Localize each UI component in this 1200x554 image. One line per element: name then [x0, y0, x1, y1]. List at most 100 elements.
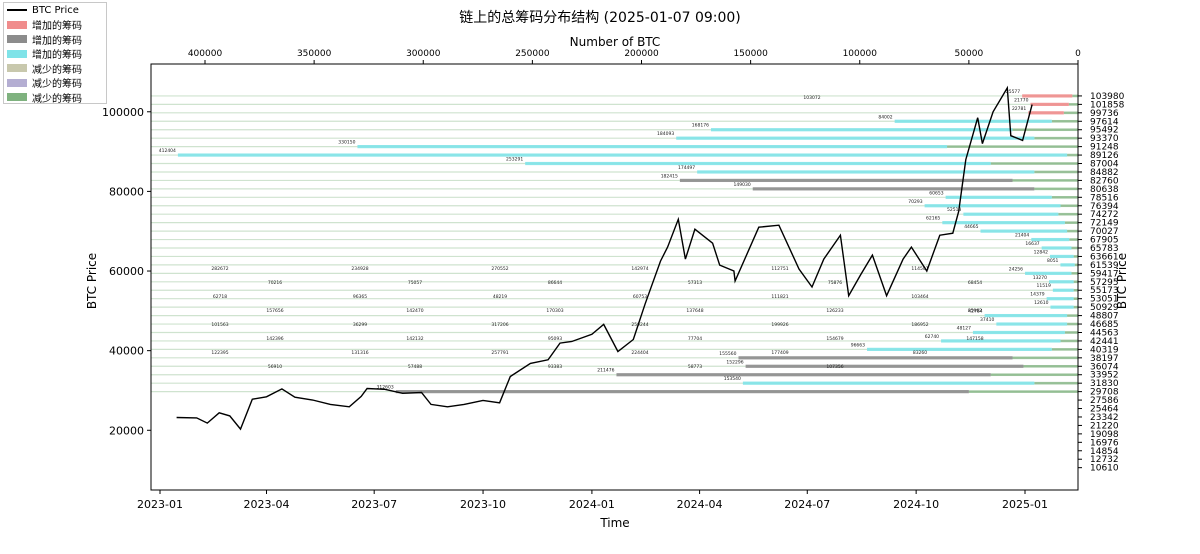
added-bar: [742, 381, 1035, 385]
annotation-label: 77704: [688, 336, 702, 342]
top-axis-label: Number of BTC: [570, 35, 661, 49]
right-tick-label: 65783: [1090, 244, 1119, 254]
right-tick-label: 53051: [1090, 295, 1119, 305]
top-tick-label: 50000: [955, 49, 984, 59]
x-tick-label: 2023-01: [137, 498, 183, 511]
added-bar: [710, 128, 1013, 132]
right-tick-label: 95492: [1090, 126, 1119, 136]
bar-value-label: 153540: [724, 376, 741, 382]
right-tick-label: 70027: [1090, 227, 1119, 237]
bar-value-label: 12610: [1034, 300, 1048, 306]
legend-item: 减少的筹码: [4, 61, 106, 76]
right-tick-label: 97614: [1090, 117, 1119, 127]
annotation-label: 85962: [968, 308, 982, 314]
added-bar: [616, 373, 991, 377]
x-tick-label: 2024-07: [784, 498, 830, 511]
added-bar: [738, 356, 1013, 360]
annotation-label: 282672: [211, 266, 228, 272]
bar-value-label: 62740: [925, 334, 939, 340]
added-bar: [1052, 288, 1074, 292]
legend-label: BTC Price: [32, 4, 79, 16]
removed-bar: [1060, 339, 1078, 343]
annotation-label: 103464: [911, 294, 928, 300]
top-tick-label: 100000: [843, 49, 878, 59]
bar-value-label: 155560: [719, 351, 736, 357]
added-bar: [1046, 297, 1074, 301]
right-tick-label: 91248: [1090, 143, 1119, 153]
removed-bar: [1073, 297, 1078, 300]
annotation-label: 56910: [268, 364, 282, 370]
y-axis-label: BTC Price: [85, 253, 99, 309]
x-tick-label: 2023-04: [244, 498, 290, 511]
right-tick-label: 78516: [1090, 193, 1119, 203]
annotation-label: 57488: [408, 364, 422, 370]
x-tick-label: 2024-01: [569, 498, 615, 511]
btc-price-line: [176, 85, 1033, 431]
added-bar: [1049, 254, 1074, 259]
bar-value-label: 60653: [929, 190, 943, 196]
annotation-label: 224404: [631, 350, 648, 356]
right-tick-label: 27586: [1090, 396, 1119, 406]
right-tick-label: 40319: [1090, 345, 1119, 355]
annotation-label: 111821: [771, 294, 788, 300]
top-tick-label: 0: [1075, 49, 1081, 59]
added-bar: [679, 178, 1013, 183]
added-bar: [1060, 263, 1075, 267]
bar-value-label: 253291: [506, 157, 523, 163]
right-tick-label: 89126: [1090, 151, 1119, 161]
removed-bar: [1034, 187, 1078, 191]
annotation-label: 95093: [548, 336, 562, 342]
top-tick-label: 150000: [733, 49, 768, 59]
bar-value-label: 48127: [957, 325, 971, 331]
right-tick-label: 93370: [1090, 134, 1119, 144]
removed-bar: [1058, 212, 1078, 216]
annotation-label: 83260: [913, 350, 927, 356]
legend-item: BTC Price: [4, 3, 106, 18]
added-bar: [745, 364, 1024, 368]
added-bar: [984, 313, 1068, 318]
added-bar: [1031, 237, 1070, 242]
right-tick-label: 36074: [1090, 362, 1119, 372]
removed-bar: [1073, 288, 1078, 292]
added-bar: [1025, 271, 1072, 275]
bar-value-label: 21404: [1015, 233, 1029, 239]
right-tick-label: 84882: [1090, 168, 1119, 178]
right-tick-label: 80638: [1090, 185, 1119, 195]
right-tick-label: 14854: [1090, 447, 1119, 457]
annotation-label: 317206: [491, 322, 508, 328]
added-bar: [894, 119, 1052, 123]
added-bar: [752, 187, 1035, 191]
legend-label: 增加的筹码: [32, 50, 82, 62]
bar-value-label: 412404: [159, 148, 176, 154]
right-tick-label: 31830: [1090, 379, 1119, 389]
right-tick-label: 103980: [1090, 92, 1125, 102]
removed-bar: [1034, 170, 1078, 174]
legend-item: 增加的筹码: [4, 47, 106, 62]
added-bar: [676, 136, 1035, 140]
annotation-label: 103072: [803, 95, 820, 101]
annotation-label: 60753: [633, 294, 647, 300]
x-tick-label: 2023-07: [351, 498, 397, 511]
annotation-label: 137648: [686, 308, 703, 314]
right-tick-label: 57295: [1090, 278, 1119, 288]
added-bar: [1030, 102, 1069, 106]
legend-label: 减少的筹码: [32, 79, 82, 91]
bar-value-label: 8051: [1047, 258, 1059, 264]
annotation-label: 62718: [213, 294, 227, 300]
right-tick-label: 21220: [1090, 421, 1119, 431]
right-tick-label: 61539: [1090, 261, 1119, 271]
bar-value-label: 152296: [726, 359, 743, 365]
bar-value-label: 174497: [678, 165, 695, 171]
x-tick-label: 2023-10: [460, 498, 506, 511]
annotation-label: 57313: [688, 280, 702, 286]
bar-value-label: 70293: [908, 199, 922, 205]
added-bar: [1022, 94, 1073, 98]
annotation-label: 177409: [771, 350, 788, 356]
bar-value-label: 168176: [692, 123, 709, 129]
right-tick-label: 74272: [1090, 210, 1119, 220]
bar-value-label: 21770: [1014, 97, 1028, 103]
removed-bar: [990, 373, 1078, 377]
bar-value-label: 37410: [980, 317, 994, 323]
annotation-label: 257791: [491, 350, 508, 356]
